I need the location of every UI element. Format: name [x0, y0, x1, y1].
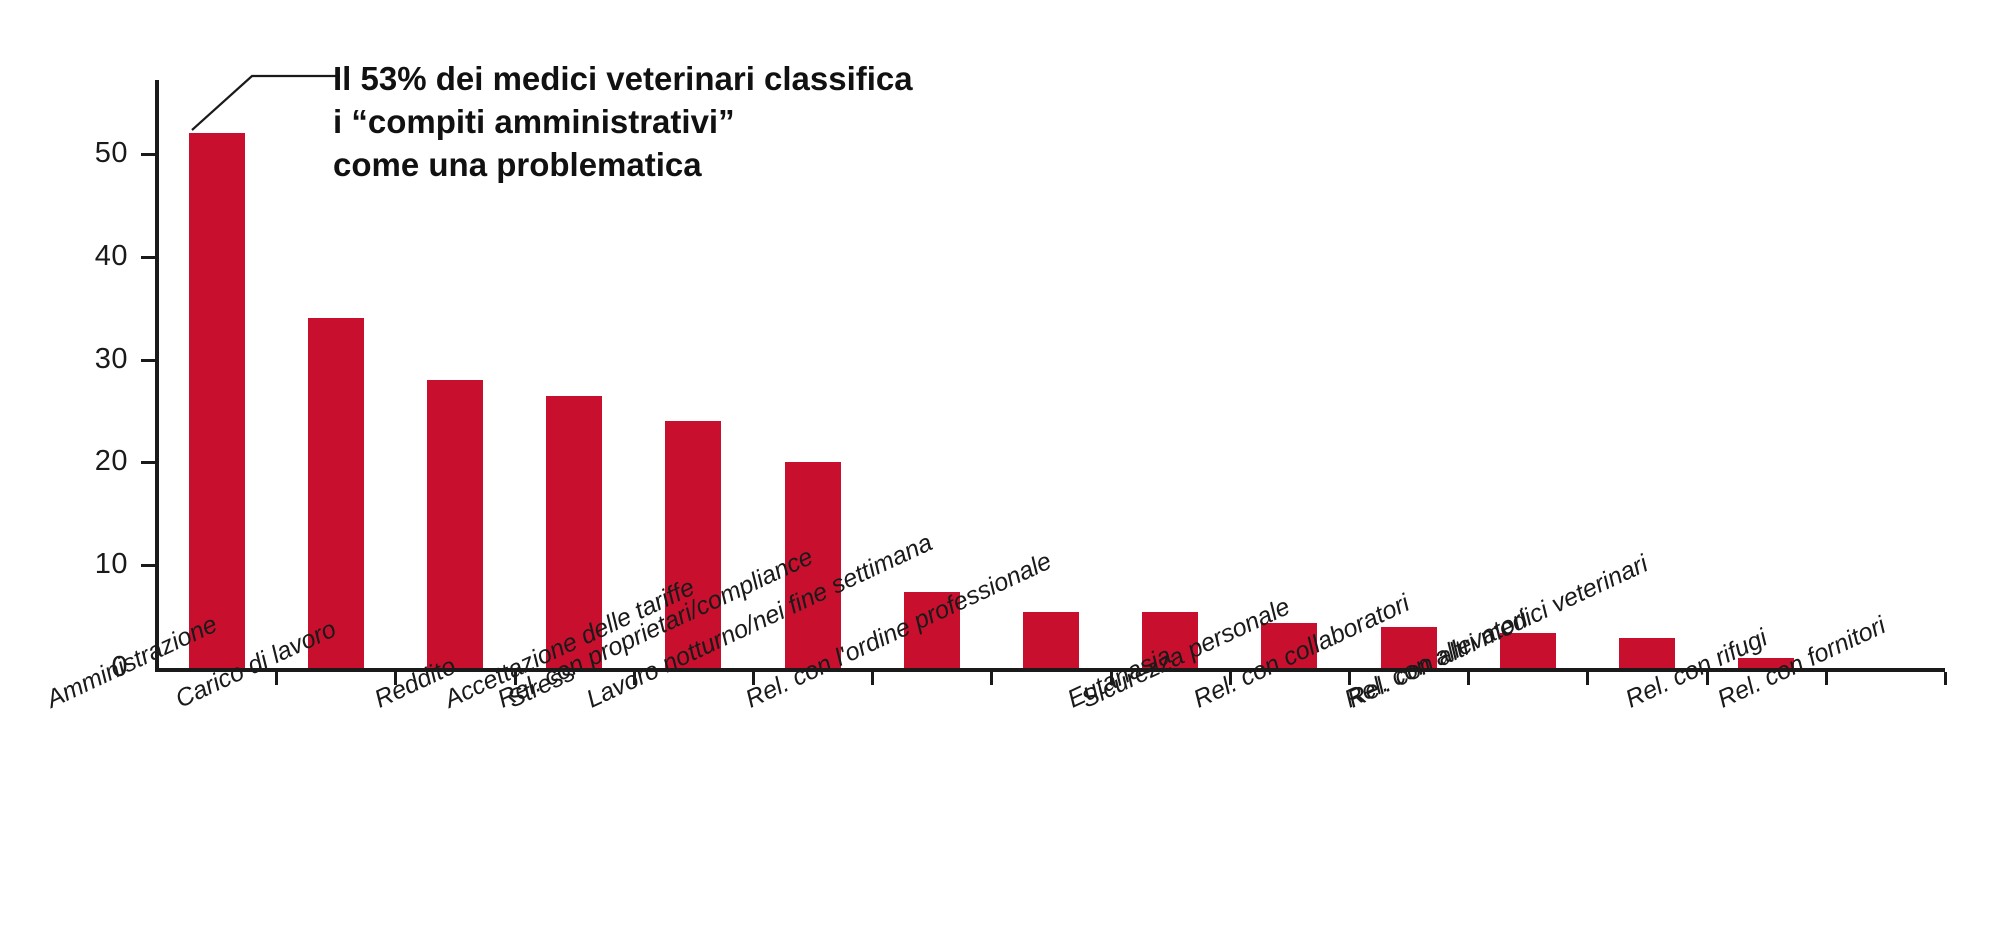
bar-0[interactable]: [188, 133, 245, 668]
y-tick-label-0: 0: [111, 651, 128, 683]
y-tick-20: [141, 461, 159, 465]
x-tick-8: [1109, 672, 1113, 685]
x-axis-line: [155, 668, 1945, 672]
y-tick-50: [141, 152, 159, 156]
y-tick-label-20: 20: [94, 445, 128, 478]
bar-3[interactable]: [546, 395, 603, 668]
x-tick-3: [513, 672, 517, 685]
bar-12[interactable]: [1618, 638, 1675, 668]
x-tick-11: [1467, 672, 1471, 685]
callout-line-3: come una problematica: [333, 145, 702, 183]
bar-series: [188, 133, 1795, 668]
x-tick-7: [990, 672, 994, 685]
x-tick-10: [1348, 672, 1351, 685]
callout-annotation: Il 53% dei medici veterinari classifica …: [333, 58, 973, 187]
x-tick-9: [1228, 672, 1232, 685]
callout-leader-line: [191, 74, 340, 131]
bar-13[interactable]: [1738, 657, 1795, 668]
x-tick-5: [752, 672, 755, 685]
bar-2[interactable]: [426, 380, 483, 668]
y-tick-10: [141, 564, 159, 568]
bar-1[interactable]: [307, 318, 364, 668]
x-tick-2: [394, 672, 398, 685]
bar-6[interactable]: [903, 591, 960, 668]
y-tick-label-40: 40: [94, 239, 128, 272]
x-tick-12: [1586, 672, 1590, 685]
x-tick-14: [1824, 672, 1828, 685]
y-axis-line: [155, 80, 159, 672]
bar-10[interactable]: [1380, 626, 1437, 668]
y-tick-30: [141, 358, 159, 362]
x-tick-6: [871, 672, 875, 685]
callout-line-2: i “compiti amministrativi”: [333, 102, 735, 140]
bar-9[interactable]: [1261, 622, 1318, 668]
y-tick-label-50: 50: [94, 136, 128, 169]
y-tick-label-30: 30: [94, 342, 128, 375]
bar-7[interactable]: [1022, 612, 1079, 668]
bar-11[interactable]: [1499, 633, 1556, 668]
x-tick-13: [1705, 672, 1709, 685]
x-tick-end: [1944, 672, 1947, 685]
bar-8[interactable]: [1142, 612, 1199, 668]
y-tick-40: [141, 255, 159, 259]
y-tick-label-10: 10: [94, 548, 128, 581]
bar-4[interactable]: [665, 421, 722, 668]
bar-5[interactable]: [784, 462, 841, 668]
x-tick-4: [632, 672, 636, 685]
x-tick-1: [275, 672, 279, 685]
callout-line-1: Il 53% dei medici veterinari classifica: [333, 60, 913, 97]
